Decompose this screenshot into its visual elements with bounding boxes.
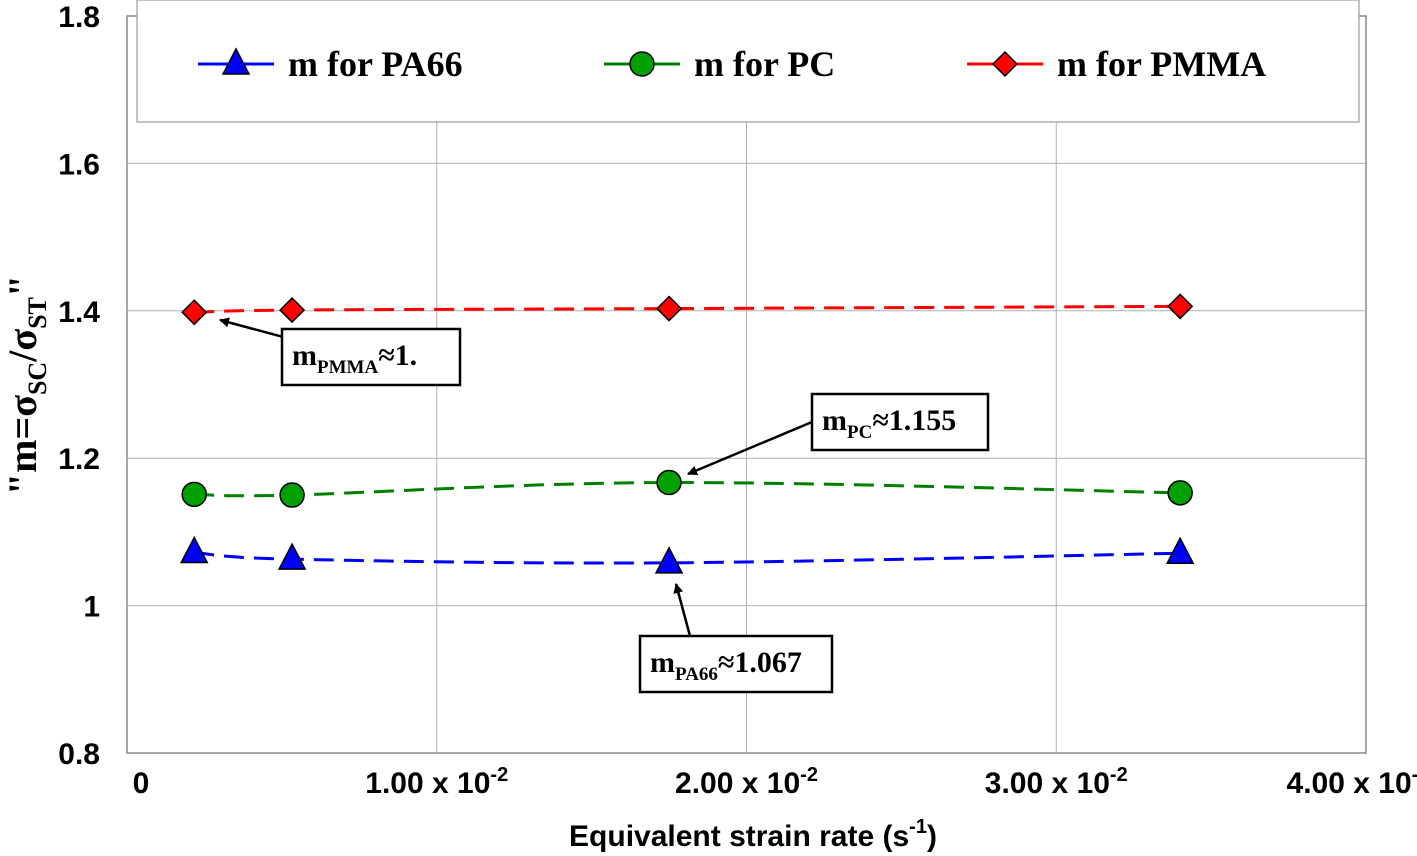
x-tick-label-0: 0 [133, 767, 150, 800]
annotation-arrow-pc [687, 420, 813, 476]
data-point-0-0 [179, 535, 209, 564]
legend-label-2: m for PMMA [1057, 44, 1266, 84]
annotation-pc: mPC≈1.155 [687, 392, 990, 476]
annotation-box-pc [810, 392, 990, 452]
annotation-sub-pc: PC [847, 422, 872, 443]
series-2 [181, 293, 1194, 326]
x-tick-exp-1: -2 [490, 764, 508, 786]
gridlines [127, 16, 1366, 753]
legend-marker-1 [629, 51, 655, 77]
y-tick-label-1: 1 [83, 591, 100, 624]
y-tick-label-3: 1.4 [58, 296, 100, 329]
legend-label-1: m for PC [694, 44, 835, 84]
y-tick-label-2: 1.2 [58, 443, 100, 476]
y-tick-label-5: 1.8 [58, 1, 100, 34]
data-point-2-0 [181, 299, 208, 326]
series-line-1 [194, 481, 1181, 498]
x-tick-base-1: 1.00 x 10 [365, 767, 490, 800]
x-tick-label-2: 2.00 x 10-2 [675, 764, 818, 800]
annotation-base-pmma: m [292, 339, 317, 372]
axis-tick-labels: 0.811.21.41.61.80 1.00 x 10-2 2.00 x 10-2 3… [58, 1, 1417, 800]
annotation-sub-pa66: PA66 [675, 664, 718, 685]
y-axis-title: "m=σSC/σST" [0, 275, 52, 495]
x-tick-base-4: 4.00 x 10 [1287, 767, 1412, 800]
data-point-2-2 [656, 295, 683, 322]
data-point-1-2 [656, 469, 682, 496]
annotation-box-pmma [280, 327, 462, 387]
annotation-value-pmma: ≈1. [378, 339, 417, 372]
legend-marker-0 [221, 47, 251, 75]
x-tick-exp-4: -2 [1412, 764, 1417, 786]
x-tick-base-0: 0 [133, 767, 150, 800]
data-point-2-1 [279, 297, 306, 324]
data-point-0-2 [654, 546, 684, 574]
data-point-0-1 [277, 542, 307, 570]
series-group [179, 293, 1195, 574]
data-point-1-3 [1167, 480, 1193, 506]
x-tick-label-3: 3.00 x 10-2 [985, 764, 1128, 800]
annotation-value-pc: ≈1.155 [872, 404, 956, 437]
annotation-box-pa66 [638, 634, 834, 694]
data-point-1-0 [181, 481, 207, 508]
annotation-arrow-pa66 [673, 583, 692, 637]
series-0 [179, 535, 1195, 574]
x-axis-title: Equivalent strain rate (s-1) [569, 816, 937, 853]
y-tick-label-0: 0.8 [58, 738, 100, 771]
annotation-value-pa66: ≈1.067 [718, 646, 802, 679]
data-point-0-3 [1165, 536, 1195, 565]
annotation-base-pa66: m [650, 646, 675, 679]
series-line-0 [194, 551, 1181, 565]
x-tick-exp-2: -2 [800, 764, 818, 786]
data-point-1-1 [279, 482, 305, 508]
legend-marker-2 [991, 50, 1019, 78]
x-tick-label-4: 4.00 x 10-2 [1287, 764, 1417, 800]
annotation-text-pmma: mPMMA≈1. [292, 339, 417, 378]
annotation-pmma: mPMMA≈1. [219, 317, 462, 387]
annotation-base-pc: m [822, 404, 847, 437]
annotation-pa66: mPA66≈1.067 [638, 583, 834, 694]
x-tick-label-1: 1.00 x 10-2 [365, 764, 508, 800]
legend-box [136, 0, 1360, 123]
annotation-text-pc: mPC≈1.155 [822, 404, 956, 443]
legend-label-0: m for PA66 [288, 44, 463, 84]
annotation-sub-pmma: PMMA [317, 357, 378, 378]
legend: m for PA66 m for PC m for PMMA [136, 0, 1360, 123]
series-1 [181, 469, 1193, 508]
y-tick-label-4: 1.6 [58, 148, 100, 181]
annotation-text-pa66: mPA66≈1.067 [650, 646, 802, 685]
x-tick-base-3: 3.00 x 10 [985, 767, 1110, 800]
series-line-2 [194, 304, 1181, 314]
x-tick-exp-3: -2 [1110, 764, 1128, 786]
x-tick-base-2: 2.00 x 10 [675, 767, 800, 800]
data-point-2-3 [1167, 293, 1194, 320]
